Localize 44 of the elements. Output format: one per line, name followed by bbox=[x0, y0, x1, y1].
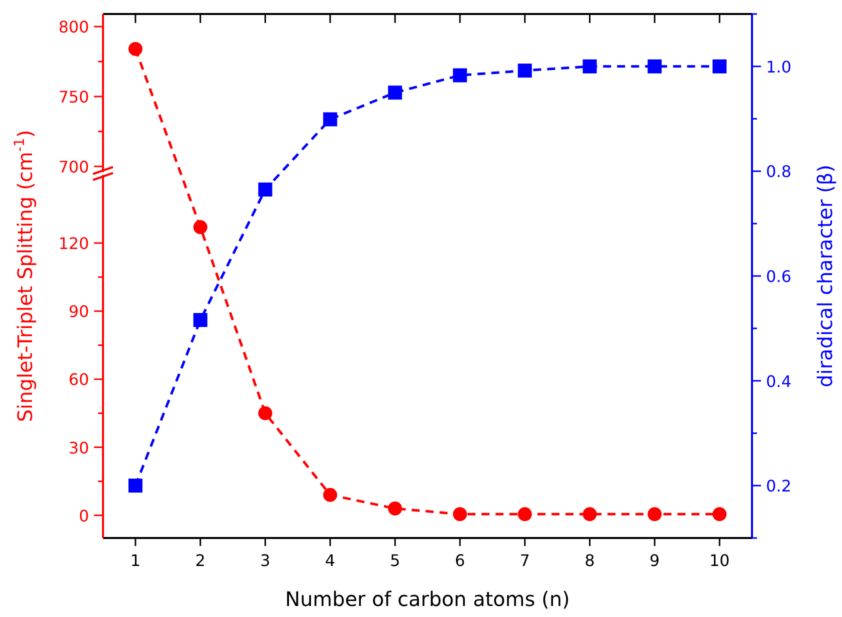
point bbox=[648, 59, 662, 74]
y2-tick-label: 0.4 bbox=[766, 372, 792, 391]
y-tick-label: 60 bbox=[68, 370, 89, 390]
y-tick-label: 30 bbox=[68, 438, 89, 458]
x-tick-label: 10 bbox=[709, 551, 730, 570]
x-tick-label: 6 bbox=[454, 551, 466, 570]
x-tick-label: 4 bbox=[325, 551, 336, 570]
point bbox=[193, 313, 208, 328]
y2-tick-label: 1.0 bbox=[766, 57, 792, 76]
point bbox=[193, 220, 208, 234]
point bbox=[582, 507, 597, 522]
x-tick-label: 2 bbox=[195, 551, 206, 570]
x-tick-label: 1 bbox=[130, 551, 141, 570]
point bbox=[518, 64, 532, 78]
x-tick-label: 3 bbox=[260, 551, 270, 570]
point bbox=[582, 59, 597, 74]
x-tick-label: 9 bbox=[650, 551, 660, 570]
y-tick-label: 90 bbox=[68, 302, 89, 322]
point bbox=[452, 68, 467, 82]
point bbox=[323, 488, 338, 502]
y-tick-label: 700 bbox=[58, 157, 89, 176]
y-tick-label: 120 bbox=[58, 234, 89, 254]
y-tick-label: 800 bbox=[58, 18, 89, 37]
y2-axis-title: diradical character (β) bbox=[813, 164, 837, 388]
point bbox=[128, 478, 142, 493]
point bbox=[323, 112, 338, 126]
point bbox=[258, 182, 272, 197]
x-axis-title: Number of carbon atoms (n) bbox=[285, 587, 570, 611]
x-tick-label: 7 bbox=[520, 551, 530, 570]
point bbox=[648, 507, 662, 522]
y2-tick-label: 0.2 bbox=[766, 476, 792, 496]
x-tick-label: 8 bbox=[584, 551, 595, 570]
point bbox=[452, 507, 467, 522]
point bbox=[388, 502, 402, 516]
point bbox=[518, 507, 532, 522]
y2-tick-label: 0.8 bbox=[766, 162, 792, 182]
x-tick-label: 5 bbox=[390, 551, 400, 570]
point bbox=[712, 507, 727, 522]
y2-tick-label: 0.6 bbox=[766, 267, 792, 286]
point bbox=[388, 86, 402, 100]
point bbox=[258, 406, 272, 420]
y-tick-label: 0 bbox=[78, 506, 89, 526]
y-tick-label: 750 bbox=[58, 87, 89, 106]
point bbox=[712, 59, 727, 74]
